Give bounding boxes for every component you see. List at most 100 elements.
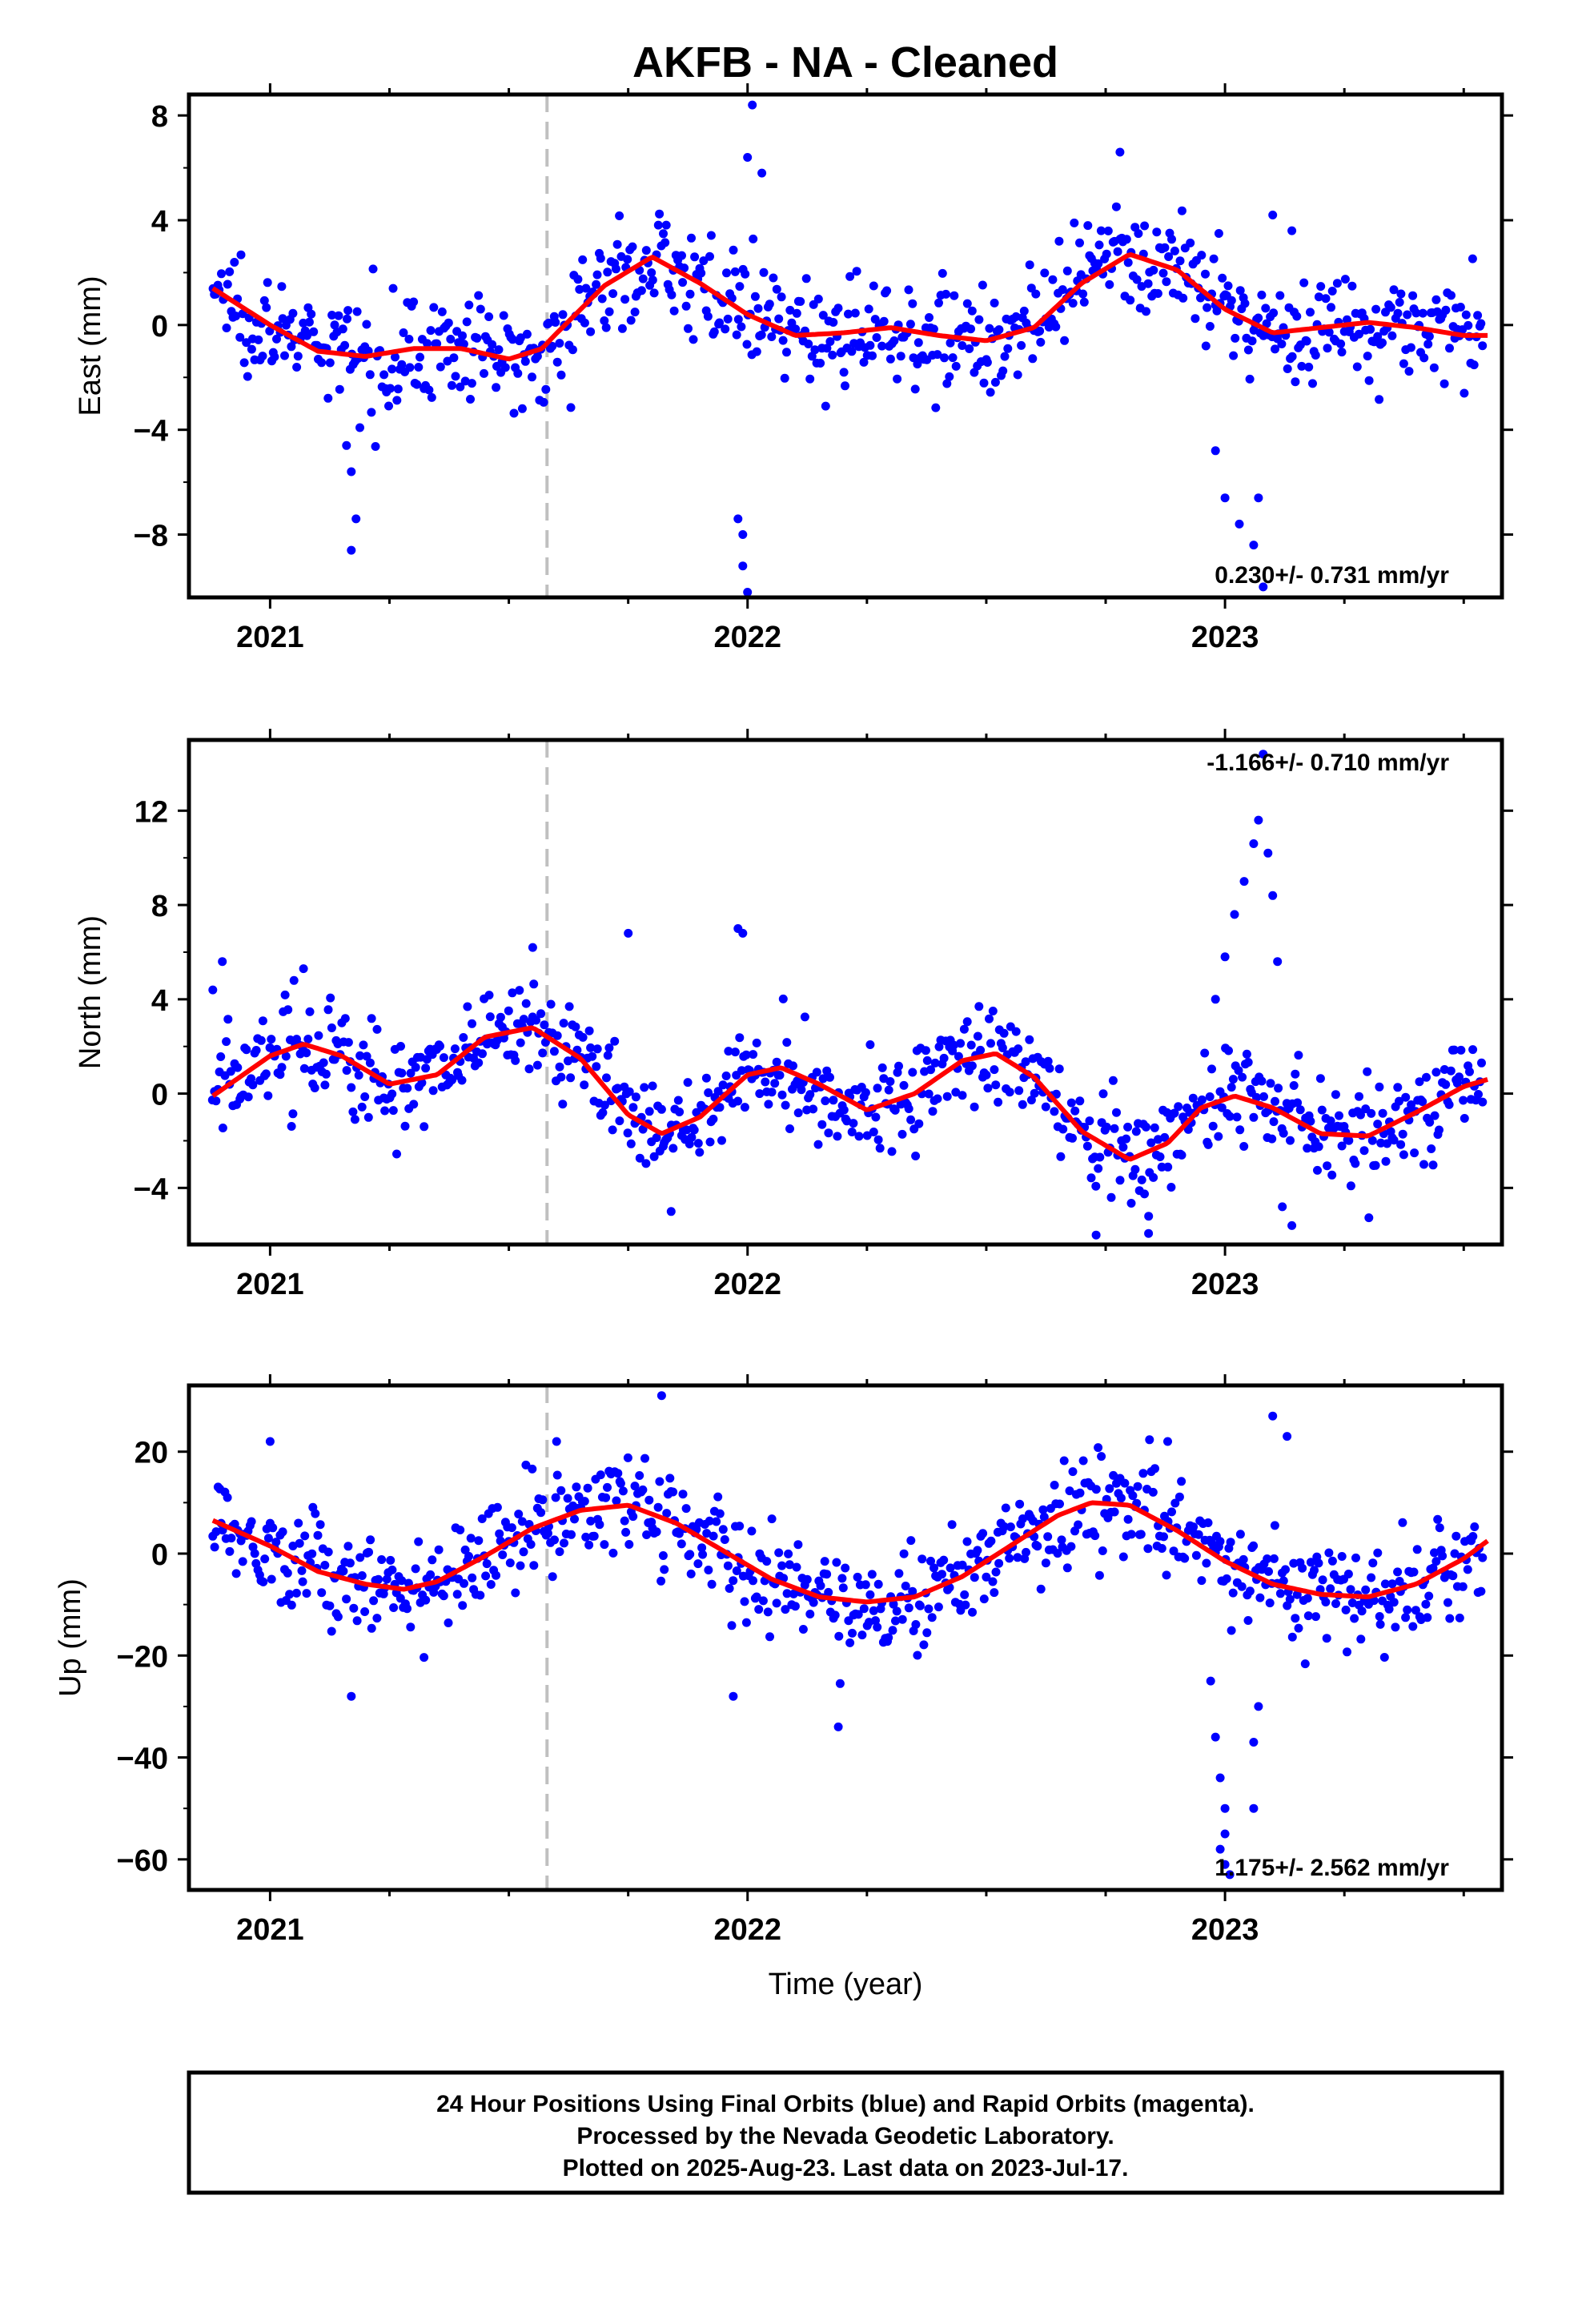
up-point — [1303, 1611, 1313, 1621]
east-point — [872, 333, 881, 342]
north-point — [1094, 1164, 1103, 1173]
east-point — [649, 288, 659, 298]
up-point — [865, 1590, 875, 1599]
east-point — [254, 335, 263, 344]
up-point — [740, 1597, 749, 1606]
north-point — [1455, 1072, 1464, 1082]
east-point — [555, 339, 564, 348]
north-point — [1266, 1079, 1275, 1088]
up-point — [1306, 1558, 1315, 1567]
up-point — [439, 1591, 448, 1601]
north-point — [519, 1015, 528, 1024]
up-point — [1341, 1605, 1351, 1614]
east-point — [568, 345, 577, 355]
north-point — [1425, 1117, 1435, 1127]
up-point — [1283, 1432, 1292, 1441]
up-point — [1097, 1452, 1106, 1462]
east-point — [508, 335, 517, 344]
north-point — [540, 1020, 549, 1030]
up-point — [681, 1504, 691, 1514]
up-point — [1053, 1549, 1062, 1558]
north-point — [1188, 1093, 1198, 1103]
east-point — [556, 370, 566, 380]
north-point — [652, 1133, 661, 1143]
east-point — [1429, 363, 1439, 372]
up-point — [550, 1535, 559, 1545]
up-point — [517, 1517, 527, 1526]
east-point — [1378, 338, 1387, 348]
up-point — [658, 1551, 668, 1560]
north-ytick-label: 4 — [151, 984, 168, 1018]
east-point — [1308, 379, 1317, 388]
east-point — [1399, 359, 1408, 368]
east-point — [1167, 235, 1176, 244]
east-point — [1431, 295, 1441, 304]
north-point — [781, 1100, 790, 1110]
up-point — [294, 1518, 303, 1528]
up-point — [707, 1579, 717, 1589]
north-point — [327, 1023, 336, 1032]
up-point — [1120, 1478, 1130, 1488]
figure-title: AKFB - NA - Cleaned — [632, 38, 1058, 86]
up-point — [758, 1596, 768, 1606]
up-point — [1268, 1411, 1278, 1421]
north-point — [954, 1051, 963, 1061]
up-point — [782, 1589, 792, 1598]
up-point — [601, 1493, 611, 1502]
north-point — [340, 1014, 350, 1023]
north-point — [1289, 1081, 1299, 1090]
north-point — [631, 1092, 640, 1102]
up-point — [1448, 1571, 1458, 1581]
north-xtick-label: 2023 — [1191, 1268, 1259, 1301]
east-point — [1261, 304, 1271, 313]
east-point — [1473, 311, 1483, 320]
east-point — [1456, 303, 1465, 312]
east-point — [868, 351, 877, 360]
up-point — [1128, 1491, 1138, 1501]
east-point — [1332, 279, 1342, 288]
up-point — [1387, 1579, 1397, 1589]
east-point — [552, 357, 562, 367]
north-point — [226, 1067, 235, 1076]
north-point — [1197, 1095, 1207, 1104]
east-point — [1439, 379, 1449, 388]
north-point — [735, 1033, 745, 1043]
up-point — [325, 1601, 335, 1610]
north-point — [1203, 1140, 1213, 1149]
east-ytick-label: −4 — [134, 415, 168, 448]
north-point — [675, 1108, 685, 1116]
north-point — [1058, 1124, 1068, 1134]
up-point — [1215, 1537, 1225, 1546]
north-point — [1230, 910, 1239, 919]
north-point — [320, 1080, 330, 1090]
east-point — [816, 359, 825, 368]
east-point — [1126, 296, 1135, 305]
north-point — [730, 1047, 740, 1057]
north-point — [1239, 877, 1249, 887]
north-point — [287, 1122, 296, 1131]
north-point — [1317, 1105, 1327, 1115]
north-point — [641, 1159, 651, 1168]
north-point — [521, 999, 531, 1008]
east-point — [1177, 206, 1186, 215]
up-point — [460, 1545, 470, 1554]
north-point — [1274, 1084, 1283, 1093]
footer-line-3: Plotted on 2025-Aug-23. Last data on 202… — [563, 2155, 1129, 2181]
north-point — [991, 1080, 1001, 1090]
up-point — [1133, 1482, 1142, 1491]
east-point — [351, 514, 361, 524]
east-point — [1299, 278, 1309, 287]
north-point — [904, 1104, 913, 1113]
up-point — [999, 1522, 1009, 1531]
up-point — [556, 1486, 566, 1495]
north-point — [592, 1062, 601, 1072]
east-point — [1028, 354, 1038, 364]
up-point — [922, 1628, 932, 1638]
east-point — [1235, 519, 1244, 529]
east-point — [1396, 289, 1406, 299]
east-point — [580, 318, 589, 328]
north-point — [359, 1040, 368, 1050]
up-point — [1098, 1546, 1107, 1555]
up-point — [844, 1616, 853, 1626]
up-point — [1220, 1829, 1230, 1839]
